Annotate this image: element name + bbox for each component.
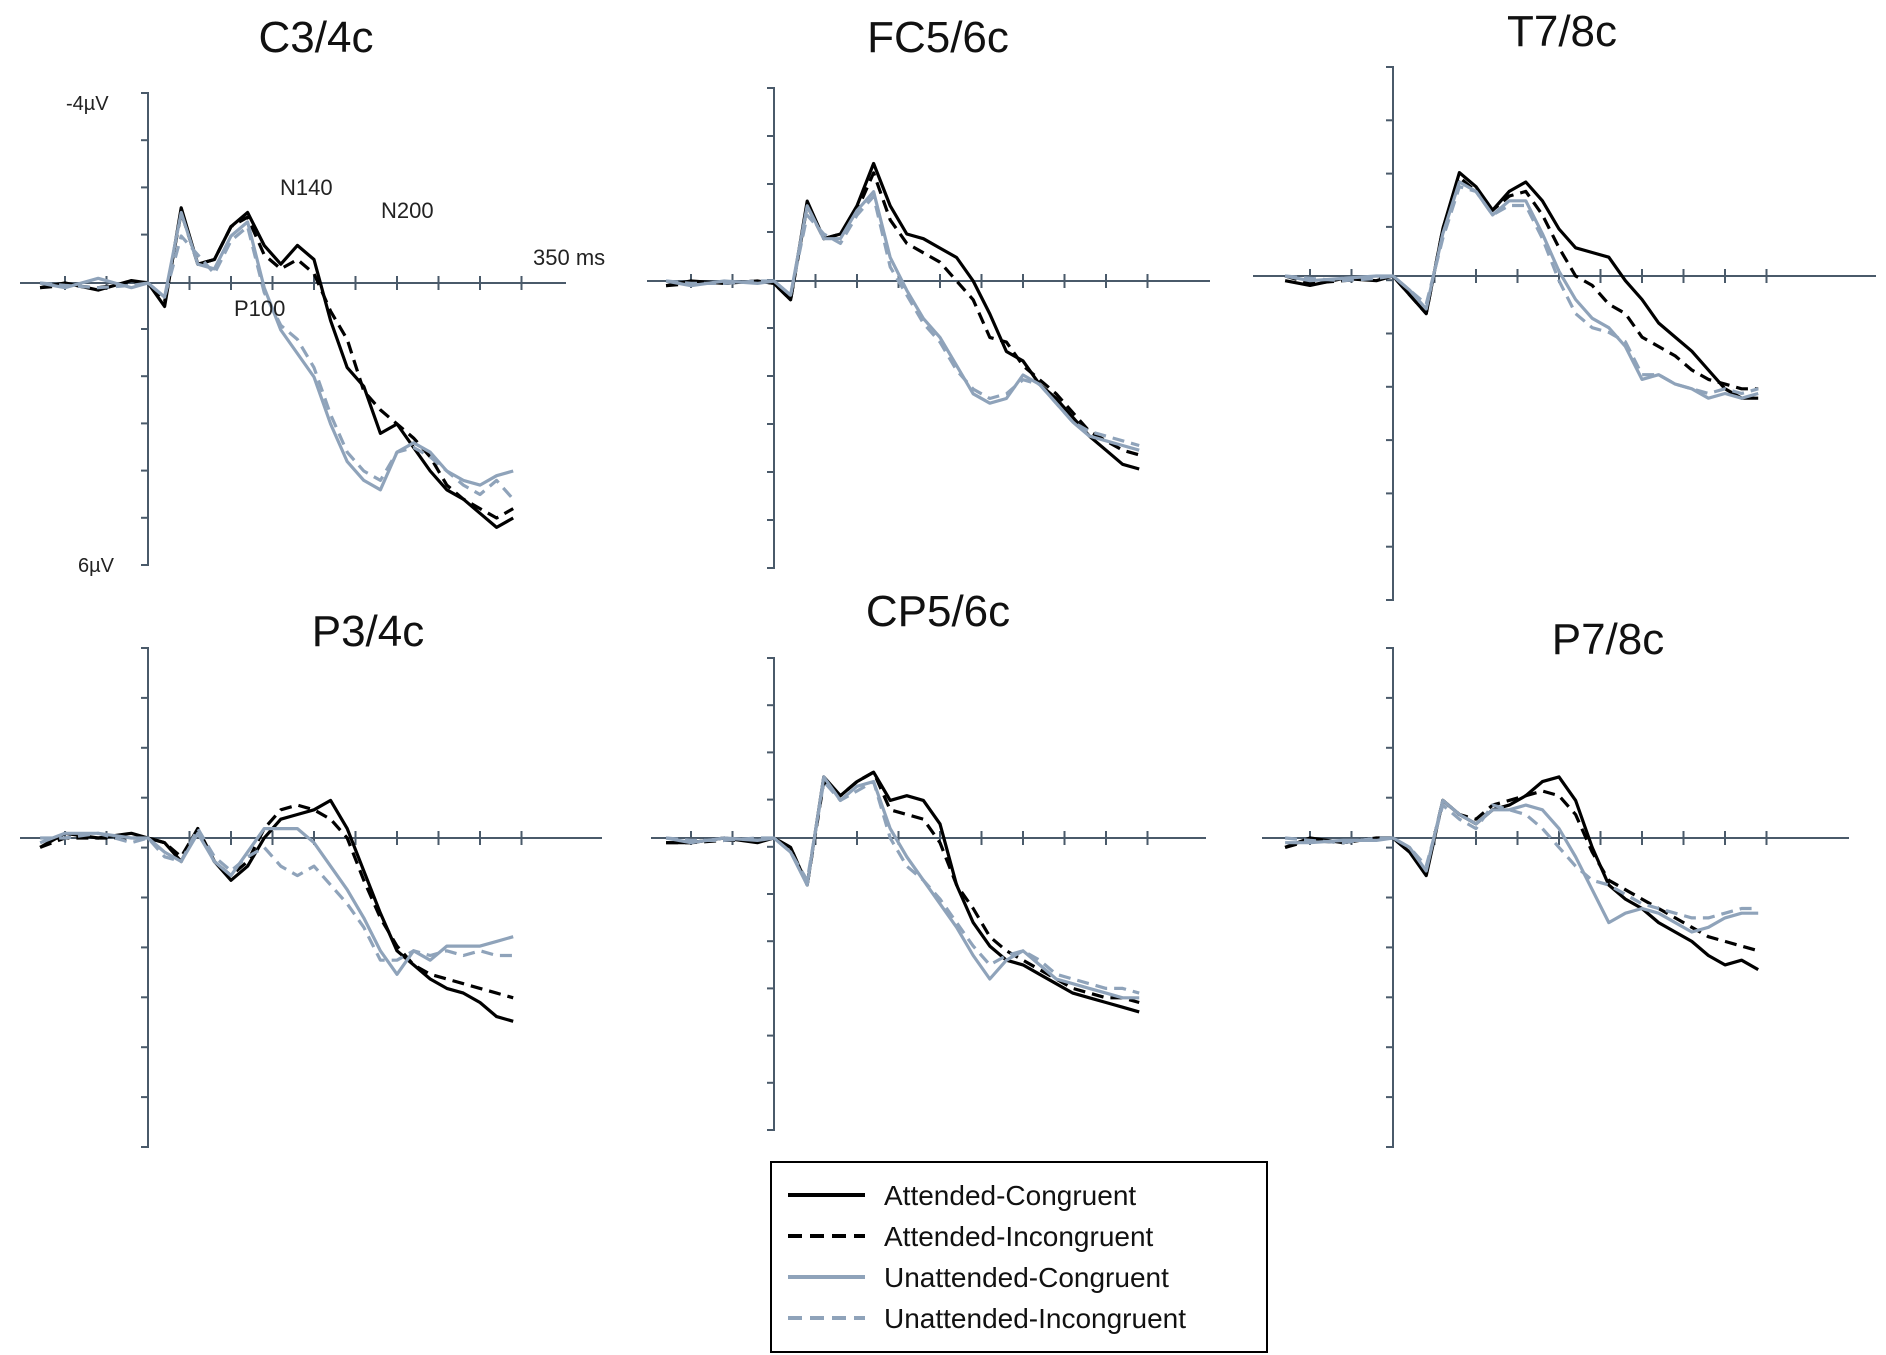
series-line-2 [39, 827, 514, 976]
series-line-3 [665, 780, 1140, 995]
series-line-3 [40, 827, 514, 962]
series-line-2 [39, 210, 514, 492]
series-line-1 [666, 770, 1140, 1005]
series-line-2 [1285, 798, 1759, 934]
legend: Attended-Congruent Attended-Incongruent … [770, 1161, 1268, 1353]
series-line-1 [1284, 789, 1759, 953]
series-line-3 [1284, 185, 1759, 396]
panel-3: P3/4c [20, 607, 602, 1148]
panel-title: FC5/6c [867, 13, 1009, 62]
annotation-3: 350 ms [533, 245, 605, 270]
legend-label-unattended-congruent: Unattended-Congruent [884, 1262, 1169, 1293]
series-line-0 [39, 206, 514, 529]
legend-label-attended-incongruent: Attended-Incongruent [884, 1221, 1154, 1252]
y-axis-bottom-label: 6µV [78, 555, 115, 577]
annotation-0: N140 [280, 175, 333, 200]
panel-0: C3/4c -4µV 6µV N140 N200 P100 350 ms [20, 13, 605, 577]
series-line-3 [1284, 803, 1759, 920]
annotation-2: P100 [234, 296, 285, 321]
panels-group: C3/4c -4µV 6µV N140 N200 P100 350 ms FC5/6c T7/8… [20, 7, 1876, 1148]
series-line-1 [665, 171, 1140, 457]
panel-title: CP5/6c [866, 587, 1010, 636]
y-axis-top-label: -4µV [66, 93, 109, 115]
series-line-0 [666, 770, 1140, 1014]
panel-4: CP5/6c [651, 587, 1206, 1131]
series-line-2 [665, 775, 1140, 1000]
series-line-1 [1284, 175, 1759, 391]
panel-title: C3/4c [259, 13, 374, 62]
panel-title: P3/4c [312, 607, 425, 656]
series-line-3 [39, 225, 515, 501]
series-line-3 [665, 194, 1140, 448]
series-line-0 [665, 161, 1140, 471]
panel-2: T7/8c [1253, 7, 1876, 601]
panel-title: P7/8c [1552, 615, 1665, 664]
legend-label-attended-congruent: Attended-Congruent [884, 1180, 1136, 1211]
series-line-1 [39, 803, 514, 1000]
panel-5: P7/8c [1262, 615, 1849, 1148]
panel-1: FC5/6c [647, 13, 1210, 569]
panel-title: T7/8c [1507, 7, 1617, 56]
annotation-1: N200 [381, 198, 434, 223]
legend-label-unattended-incongruent: Unattended-Incongruent [884, 1303, 1186, 1334]
